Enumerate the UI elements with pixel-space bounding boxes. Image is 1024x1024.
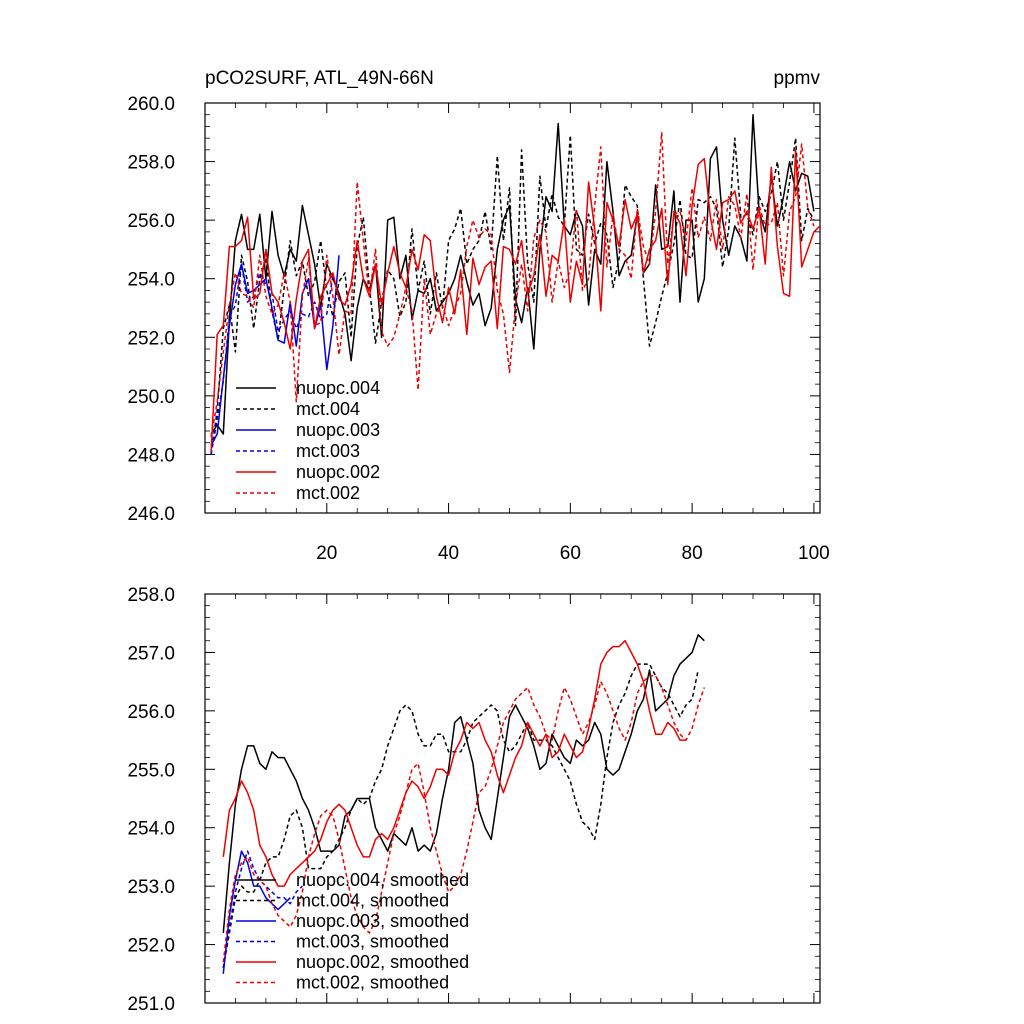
y-tick-label: 260.0 [127,94,175,115]
x-tick-label: 60 [560,543,581,564]
y-tick-label: 248.0 [127,445,175,466]
series-line-nuopc-002-smoothed [222,639,686,887]
y-tick-label: 250.0 [127,387,175,408]
legend: nuopc.004mct.004nuopc.003mct.003nuopc.00… [236,378,380,503]
y-tick-label: 254.0 [127,819,175,840]
legend-label: nuopc.004 [296,378,380,398]
y-tick-label: 246.0 [127,504,175,525]
plot-frame [204,102,821,514]
y-tick-label: 254.0 [127,270,175,291]
legend-label: mct.003 [296,441,360,461]
y-tick-label: 258.0 [127,153,175,174]
y-tick-label: 253.0 [127,877,175,898]
y-tick-label: 251.0 [127,994,175,1015]
x-tick-label: 40 [438,543,459,564]
legend-label: mct.003, smoothed [296,932,449,952]
series-line-nuopc-004-smoothed [222,634,705,933]
plot-frame [204,593,821,1004]
series-line-mct-004-smoothed [222,663,699,969]
top-panel: 246.0 248.0 250.0 252.0 254.0 256.0 258.0 260.0… [127,68,829,564]
y-tick-label: 256.0 [127,211,175,232]
series-line-nuopc-004 [210,113,815,435]
y-tick-label: 252.0 [127,936,175,957]
legend-label: mct.004 [296,399,360,419]
y-tick-label: 252.0 [127,328,175,349]
bottom-panel: 251.0 252.0 253.0 254.0 255.0 256.0 257.0 258.0… [127,585,821,1015]
units-label: ppmv [774,68,821,89]
y-tick-label: 258.0 [127,585,175,606]
y-tick-label: 256.0 [127,702,175,723]
series-line-mct-002 [210,131,815,438]
y-tick-label: 257.0 [127,643,175,664]
legend-label: nuopc.003 [296,420,380,440]
y-tick-label: 255.0 [127,760,175,781]
x-tick-label: 100 [798,543,830,564]
series-line-nuopc-003-smoothed [222,850,291,974]
legend-label: mct.004, smoothed [296,891,449,911]
series-lines [222,634,706,974]
series-lines [210,113,820,455]
legend-label: mct.002 [296,483,360,503]
legend-label: nuopc.002 [296,462,380,482]
legend-label: nuopc.004, smoothed [296,870,469,890]
x-tick-label: 20 [316,543,337,564]
legend-label: nuopc.003, smoothed [296,911,469,931]
legend-label: nuopc.002, smoothed [296,952,469,972]
series-line-mct-002-smoothed [222,675,706,963]
series-line-nuopc-003 [210,255,340,446]
chart-title: pCO2SURF, ATL_49N-66N [205,68,434,89]
x-tick-label: 80 [682,543,703,564]
legend-label: mct.002, smoothed [296,973,449,993]
